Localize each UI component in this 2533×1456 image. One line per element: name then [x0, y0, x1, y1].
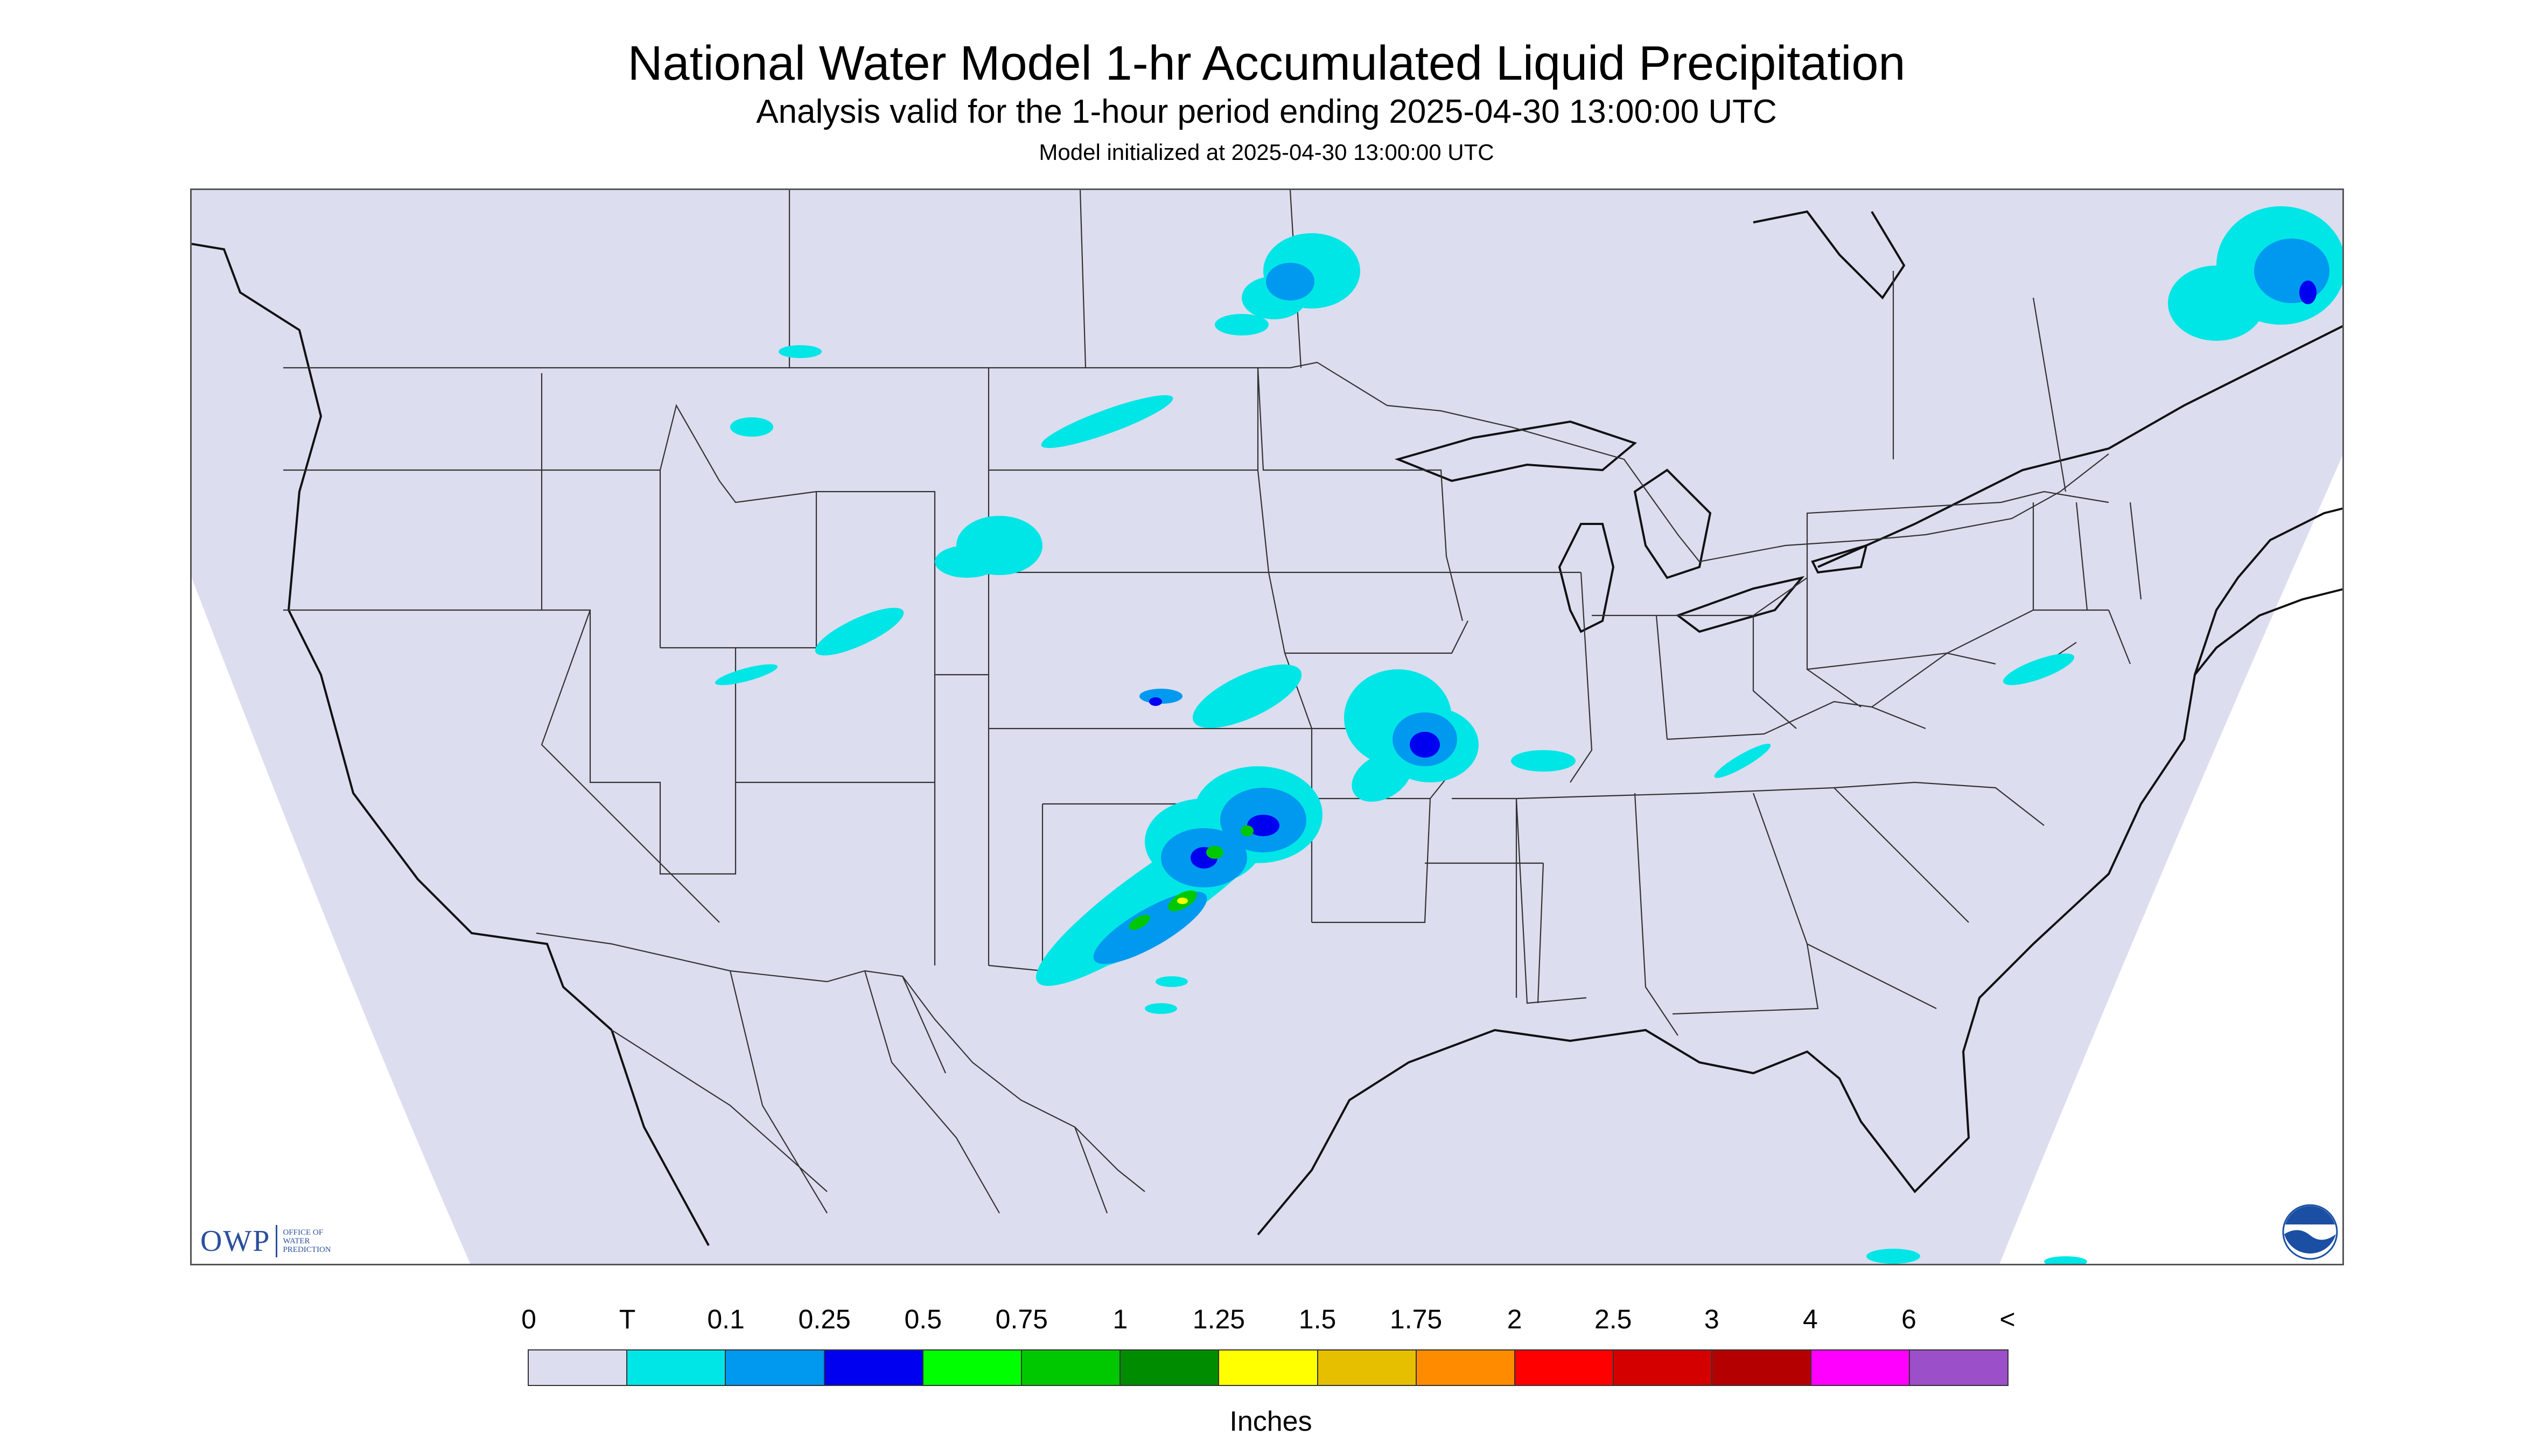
owp-logo-subtext: OFFICE OF WATER PREDICTION [283, 1228, 331, 1254]
lake-erie [1675, 576, 1805, 633]
owp-logo-text: OWP [200, 1224, 271, 1258]
west-states [283, 373, 990, 965]
legend-swatch [1022, 1350, 1121, 1385]
precipitation-legend: 0 T 0.1 0.25 0.5 0.75 1 1.25 1.5 1.75 2 2.5 3 4 6 < Inc… [521, 1303, 2016, 1443]
map-svg [192, 190, 2342, 1264]
legend-swatch [1515, 1350, 1614, 1385]
legend-tick-label: 0 [521, 1304, 536, 1334]
legend-swatch [1121, 1350, 1220, 1385]
legend-swatch [1416, 1350, 1516, 1385]
legend-swatch [726, 1350, 825, 1385]
canada-provinces [788, 190, 2067, 492]
us-canada-border [283, 361, 2109, 563]
legend-tick-label: 6 [1901, 1304, 1916, 1334]
lake-superior [1394, 420, 1638, 482]
hudson-bay-shore [1753, 210, 1906, 300]
legend-tick-label: 0.25 [798, 1304, 851, 1334]
legend-tick-label: 0.75 [995, 1304, 1048, 1334]
model-init-time: Model initialized at 2025-04-30 13:00:00… [1039, 139, 1494, 165]
political-boundaries [283, 190, 2142, 1214]
legend-tick-label: 4 [1802, 1304, 1818, 1334]
owp-logo: OWP OFFICE OF WATER PREDICTION [200, 1222, 331, 1260]
legend-labels: 0 T 0.1 0.25 0.5 0.75 1 1.25 1.5 1.75 2 2.5 3 4 6 < [521, 1303, 2016, 1335]
midwest-east [1463, 571, 1948, 800]
legend-swatch [824, 1350, 923, 1385]
legend-colorbar [528, 1349, 2009, 1386]
pacific-coast [192, 243, 613, 1031]
legend-swatch [1614, 1350, 1713, 1385]
southeast-states [1515, 781, 2045, 1036]
legend-swatch [1811, 1350, 1910, 1385]
projection-outside-east [1999, 456, 2342, 1264]
lake-ontario [1811, 544, 1868, 574]
northeast-states [1806, 491, 2142, 708]
legend-swatch [529, 1350, 628, 1385]
projection-outside-west [192, 578, 471, 1264]
legend-swatch [1712, 1350, 1811, 1385]
coastlines [192, 210, 2342, 1246]
legend-tick-label: 1.5 [1298, 1304, 1337, 1334]
legend-tick-label: 1.25 [1192, 1304, 1245, 1334]
st-lawrence [1817, 325, 2342, 568]
precip-blue [1149, 281, 2317, 869]
legend-swatch [1909, 1350, 2008, 1385]
atlantic-north [2194, 507, 2342, 675]
legend-tick-label: 2.5 [1594, 1304, 1632, 1334]
chart-title: National Water Model 1-hr Accumulated Li… [627, 37, 1906, 90]
legend-tick-label: 1.75 [1389, 1304, 1443, 1334]
legend-swatch [1318, 1350, 1417, 1385]
owp-logo-divider [276, 1225, 278, 1257]
us-mexico-border [536, 932, 1145, 1192]
legend-tick-label: T [619, 1304, 636, 1334]
legend-tick-label: < [1999, 1304, 2016, 1334]
legend-tick-label: 3 [1704, 1304, 1719, 1334]
lake-huron [1633, 468, 1712, 579]
legend-swatch [627, 1350, 726, 1385]
legend-swatch [1219, 1350, 1318, 1385]
chart-subtitle: Analysis valid for the 1-hour period end… [756, 93, 1777, 130]
precip-yellow [1177, 898, 1188, 904]
baja-coast [611, 1030, 710, 1246]
legend-tick-label: 0.5 [904, 1304, 942, 1334]
noaa-logo [2282, 1204, 2338, 1260]
mexico-states [611, 970, 1108, 1214]
legend-swatch [923, 1350, 1023, 1385]
legend-tick-label: 0.1 [707, 1304, 745, 1334]
lake-michigan [1558, 523, 1615, 633]
legend-tick-label: 2 [1507, 1304, 1522, 1334]
precipitation-map [190, 188, 2344, 1265]
legend-tick-label: 1 [1112, 1304, 1128, 1334]
precip-light-blue [1093, 239, 2329, 964]
legend-units: Inches [1229, 1406, 1312, 1437]
